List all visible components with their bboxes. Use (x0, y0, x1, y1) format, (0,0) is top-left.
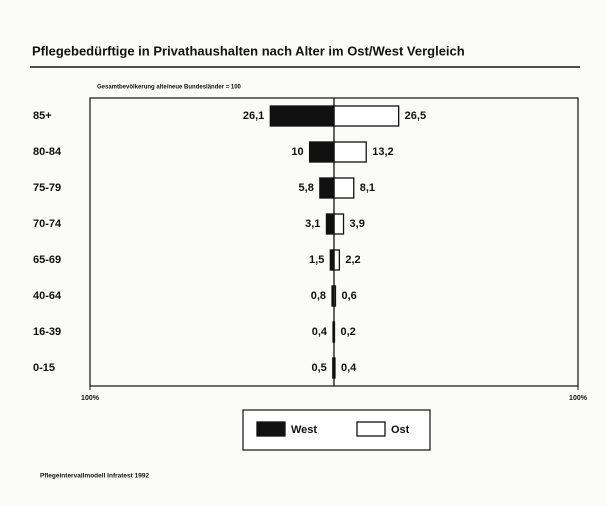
bar (333, 177, 355, 199)
value-label: 13,2 (372, 146, 393, 158)
value-label: 0,5 (311, 362, 326, 374)
value-label: 0,4 (312, 326, 328, 338)
y-tick-label: 75-79 (33, 182, 61, 194)
bar (333, 141, 367, 163)
y-tick-label: 40-64 (33, 290, 62, 302)
y-tick-label: 85+ (33, 110, 52, 122)
legend-label: West (291, 424, 317, 436)
value-label: 0,4 (341, 362, 357, 374)
x-tick-label: 100% (569, 395, 588, 402)
subtitle: Gesamtbevölkerung alte/neue Bundesländer… (97, 85, 242, 91)
chart-title: Pflegebedürftige in Privathaushalten nac… (32, 43, 465, 58)
bar (325, 213, 335, 235)
bar (333, 249, 341, 271)
value-label: 10 (291, 146, 303, 158)
legend-swatch (256, 421, 286, 437)
y-tick-label: 16-39 (33, 326, 61, 338)
value-label: 0,6 (341, 290, 356, 302)
value-label: 26,1 (243, 110, 264, 122)
value-label: 8,1 (360, 182, 375, 194)
bar (333, 105, 400, 127)
value-label: 26,5 (405, 110, 426, 122)
y-tick-label: 70-74 (33, 218, 62, 230)
value-label: 0,8 (311, 290, 326, 302)
y-tick-label: 80-84 (33, 146, 62, 158)
legend-label: Ost (391, 424, 410, 436)
bar (333, 213, 345, 235)
bar (308, 141, 335, 163)
value-label: 3,9 (350, 218, 365, 230)
bar (319, 177, 335, 199)
legend-swatch (356, 421, 386, 437)
value-label: 0,2 (340, 326, 355, 338)
value-label: 5,8 (299, 182, 314, 194)
y-tick-label: 65-69 (33, 254, 61, 266)
y-tick-label: 0-15 (33, 362, 55, 374)
value-label: 2,2 (345, 254, 360, 266)
x-tick-label: 100% (81, 395, 100, 402)
bar (269, 105, 335, 127)
value-label: 1,5 (309, 254, 324, 266)
source: Pflegeintervallmodell Infratest 1992 (40, 473, 149, 480)
value-label: 3,1 (305, 218, 320, 230)
